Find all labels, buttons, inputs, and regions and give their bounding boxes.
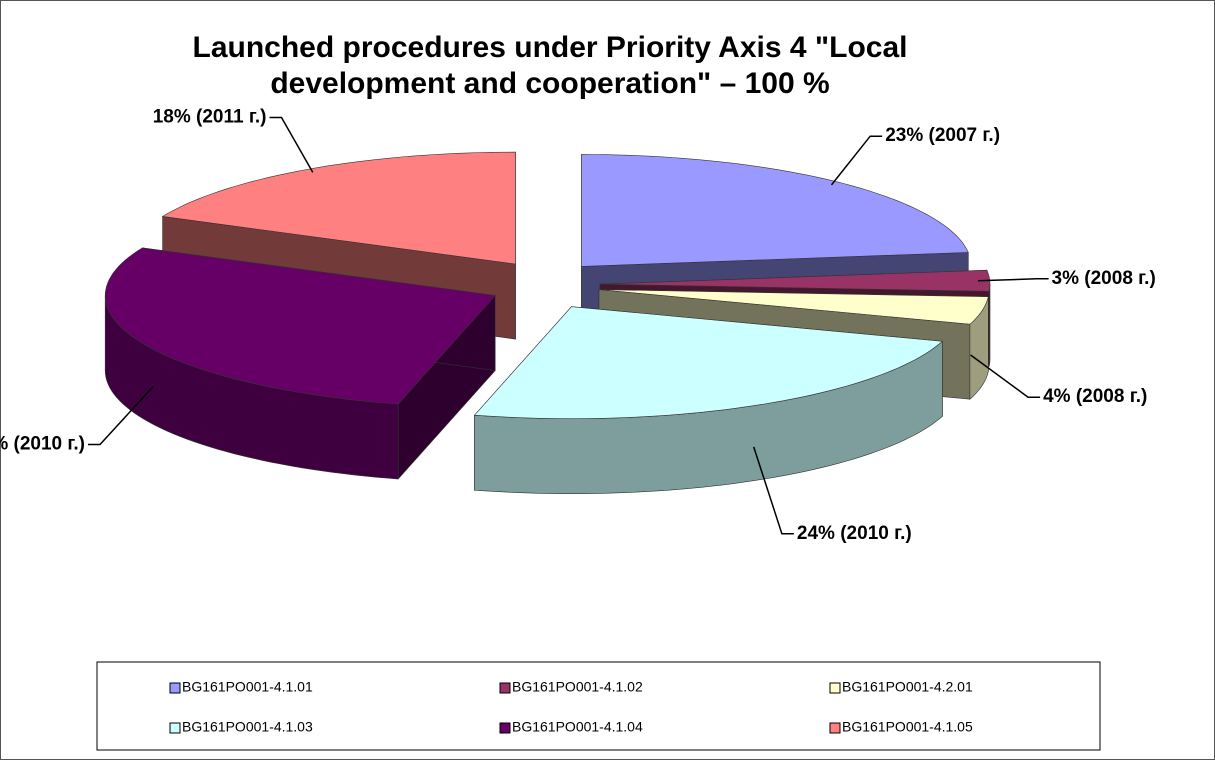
legend-marker: [169, 682, 181, 694]
leader-line: [978, 278, 1049, 282]
leader-line: [88, 386, 154, 446]
slice: [104, 247, 496, 405]
data-label: 24% (2010 г.): [797, 523, 912, 544]
leader-line: [970, 354, 1041, 398]
legend-label: BG161PO001-4.1.04: [512, 719, 643, 735]
leader-line: [269, 116, 314, 173]
legend-marker: [829, 682, 841, 694]
legend-label: BG161PO001-4.1.03: [182, 719, 313, 735]
data-label: 4% (2008 г.): [1043, 386, 1147, 407]
slice: [598, 289, 989, 325]
legend-label: BG161PO001-4.1.02: [512, 679, 643, 695]
legend-label: BG161PO001-4.1.01: [182, 679, 313, 695]
data-label: 23% (2007 г.): [885, 125, 1000, 146]
chart-title: Launched procedures under Priority Axis …: [192, 31, 908, 100]
leader-line: [752, 446, 794, 535]
legend-marker: [499, 722, 511, 734]
slice: [473, 306, 944, 420]
slice-group: [104, 247, 496, 480]
legend-box: [96, 661, 1101, 751]
slice: [161, 151, 516, 265]
legend-marker: [829, 722, 841, 734]
legend-marker: [169, 722, 181, 734]
data-label: 18% (2011 г.): [153, 107, 267, 128]
slice-group: [473, 305, 944, 495]
data-label: 28% (2010 г.): [0, 433, 85, 454]
legend-label: BG161PO001-4.1.05: [842, 719, 973, 735]
slice: [581, 154, 969, 267]
leader-line: [830, 135, 883, 186]
slice-side: [988, 284, 991, 367]
legend-marker: [499, 682, 511, 694]
data-label: 3% (2008 г.): [1052, 268, 1156, 289]
legend-label: BG161PO001-4.2.01: [842, 679, 973, 695]
